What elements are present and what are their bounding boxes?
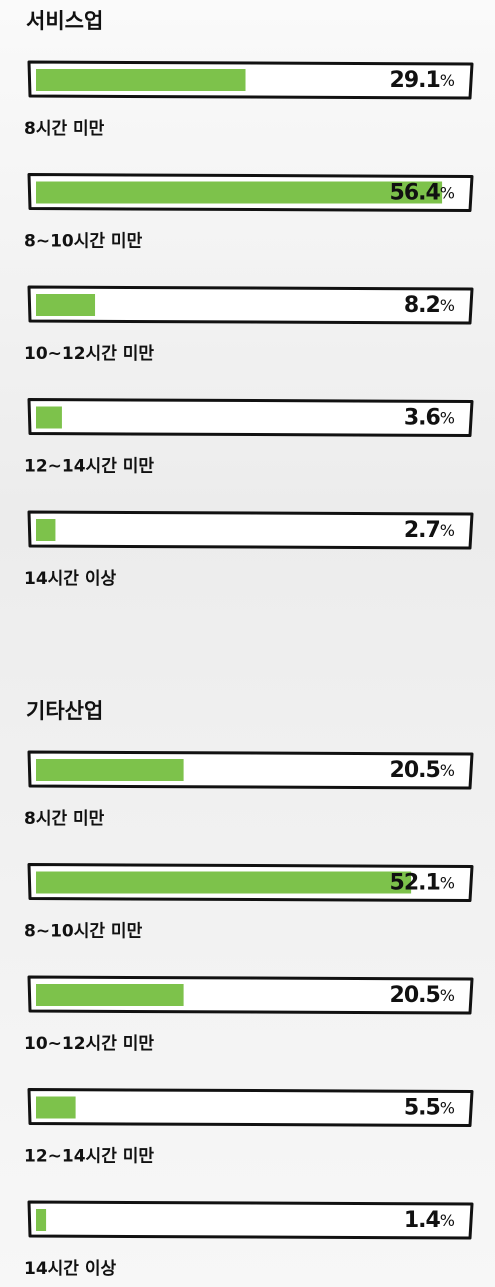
category-label: 8~10시간 미만 xyxy=(24,922,143,942)
bar-frame xyxy=(27,285,474,325)
bar-frame xyxy=(27,1200,474,1240)
value: 5.5 xyxy=(404,1096,440,1121)
value-label: 56.4% xyxy=(390,181,455,206)
value-label: 20.5% xyxy=(390,758,455,783)
category-label: 8시간 미만 xyxy=(24,809,105,829)
bar xyxy=(36,69,246,91)
unit: % xyxy=(440,873,455,892)
unit: % xyxy=(440,1211,455,1230)
bar xyxy=(36,294,96,316)
section-title: 서비스업 xyxy=(26,9,103,33)
category-label: 14시간 이상 xyxy=(24,1259,116,1279)
bar-frame xyxy=(27,1088,474,1127)
bar xyxy=(36,519,56,541)
bar xyxy=(36,984,184,1006)
bar xyxy=(36,181,443,204)
value-label: 29.1% xyxy=(390,68,455,93)
value: 20.5 xyxy=(390,983,440,1008)
unit: % xyxy=(440,1098,455,1117)
value: 52.1 xyxy=(390,871,440,896)
unit: % xyxy=(440,761,455,780)
value: 20.5 xyxy=(390,758,440,783)
bar xyxy=(36,871,412,894)
unit: % xyxy=(440,521,455,540)
bar xyxy=(36,406,62,429)
unit: % xyxy=(440,986,455,1005)
value: 3.6 xyxy=(404,406,441,431)
category-label: 10~12시간 미만 xyxy=(24,344,154,364)
category-label: 8시간 미만 xyxy=(24,119,105,139)
value-label: 20.5% xyxy=(390,983,455,1008)
unit: % xyxy=(440,296,455,315)
value: 56.4 xyxy=(390,181,441,206)
category-label: 12~14시간 미만 xyxy=(24,1147,154,1167)
value-label: 1.4% xyxy=(404,1208,455,1233)
unit: % xyxy=(440,183,455,202)
bar xyxy=(36,1209,47,1231)
bar xyxy=(36,1096,76,1119)
value: 8.2 xyxy=(404,293,440,318)
category-label: 14시간 이상 xyxy=(24,569,116,589)
category-label: 10~12시간 미만 xyxy=(24,1034,154,1054)
value-label: 3.6% xyxy=(404,406,455,431)
category-label: 12~14시간 미만 xyxy=(24,457,154,477)
bar xyxy=(36,759,184,781)
value-label: 2.7% xyxy=(404,518,455,543)
value-label: 52.1% xyxy=(390,871,455,896)
unit: % xyxy=(440,408,455,427)
section-title: 기타산업 xyxy=(26,699,103,723)
value: 2.7 xyxy=(404,518,440,543)
unit: % xyxy=(440,71,455,90)
bar-frame xyxy=(27,398,474,437)
bar-frame xyxy=(27,510,474,550)
value-label: 5.5% xyxy=(404,1096,455,1121)
value: 29.1 xyxy=(390,68,440,93)
value-label: 8.2% xyxy=(404,293,455,318)
value: 1.4 xyxy=(404,1208,441,1233)
category-label: 8~10시간 미만 xyxy=(24,232,143,252)
